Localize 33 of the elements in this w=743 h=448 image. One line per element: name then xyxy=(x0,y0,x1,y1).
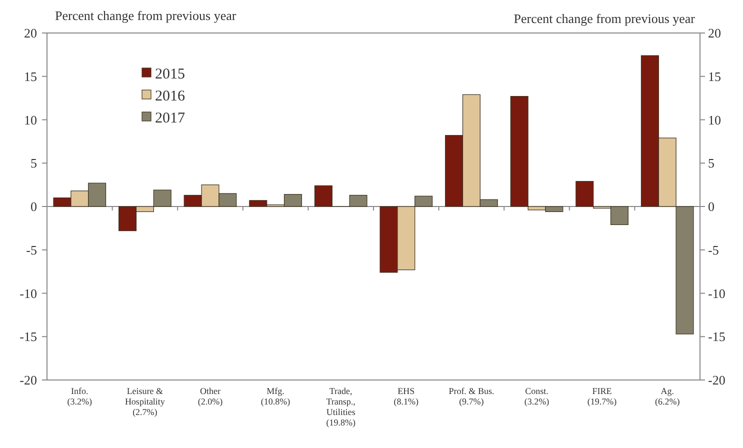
x-tick-label: Trade, Transp., Utilities (19.8%) xyxy=(326,386,356,428)
y-tick-label: 20 xyxy=(24,26,37,41)
y-axis-title: Percent change from previous year xyxy=(55,8,237,23)
x-tick-label: Leisure & Hospitality (2.7%) xyxy=(124,386,166,417)
y-tick-label: -5 xyxy=(26,242,37,258)
y2-tick-label: 0 xyxy=(708,199,714,214)
y-tick-label: -20 xyxy=(20,372,37,388)
y2-tick-label: 20 xyxy=(708,26,721,41)
y2-tick-label: -20 xyxy=(708,372,726,388)
x-tick-label: Info. (3.2%) xyxy=(67,386,92,406)
y-tick-label: -15 xyxy=(20,329,37,344)
x-tick-label: Const. (3.2%) xyxy=(524,386,550,406)
legend-label: 2017 xyxy=(155,110,186,126)
x-tick-label: Mfg. (10.8%) xyxy=(260,386,290,406)
y2-axis-title: Percent change from previous year xyxy=(514,11,696,26)
x-tick-label: Other (2.0%) xyxy=(198,386,223,406)
y-tick-label: 5 xyxy=(30,156,37,171)
y2-tick-label: -10 xyxy=(708,286,726,301)
y-tick-label: -10 xyxy=(20,286,37,301)
y-tick-label: 0 xyxy=(30,199,37,214)
y2-tick-label: 10 xyxy=(708,112,721,128)
y2-tick-label: -5 xyxy=(708,242,719,258)
y-tick-label: 10 xyxy=(24,112,37,128)
x-tick-label: EHS (8.1%) xyxy=(394,386,419,406)
y2-tick-label: 15 xyxy=(708,68,721,84)
x-tick-label: Prof. & Bus. (9.7%) xyxy=(448,386,494,406)
legend-label: 2015 xyxy=(155,66,185,82)
x-tick-label: Ag. (6.2%) xyxy=(654,386,680,406)
legend-label: 2016 xyxy=(155,88,186,104)
x-tick-label: FIRE (19.7%) xyxy=(587,386,617,406)
y2-tick-label: 5 xyxy=(708,156,714,171)
y2-tick-label: -15 xyxy=(708,329,726,344)
y-tick-label: 15 xyxy=(24,68,37,84)
